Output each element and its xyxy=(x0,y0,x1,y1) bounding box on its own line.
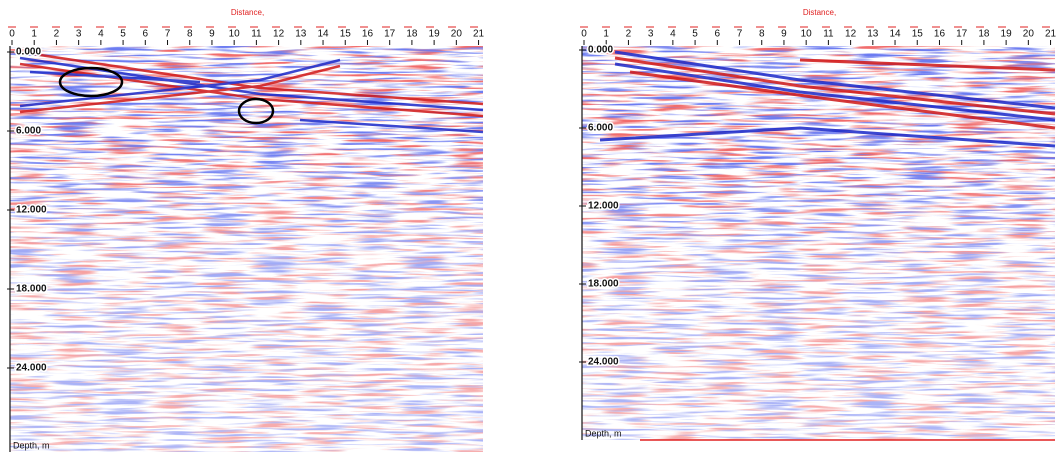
y-tick-label: 12.000 xyxy=(588,201,619,212)
screenshot: Distance,0123456789101112131415161718192… xyxy=(0,0,1057,454)
x-tick-label: 15 xyxy=(340,29,352,40)
x-tick-label: 7 xyxy=(737,29,743,40)
x-tick-label: 10 xyxy=(801,29,813,40)
x-tick-label: 6 xyxy=(715,29,721,40)
x-tick-label: 9 xyxy=(209,29,215,40)
x-tick-label: 20 xyxy=(1023,29,1035,40)
x-tick-label: 2 xyxy=(626,29,632,40)
x-tick-label: 7 xyxy=(165,29,171,40)
x-tick-label: 12 xyxy=(845,29,857,40)
x-tick-label: 16 xyxy=(362,29,374,40)
x-tick-label: 17 xyxy=(956,29,968,40)
y-tick-label: 6.000 xyxy=(16,126,41,137)
x-tick-label: 14 xyxy=(889,29,901,40)
x-tick-label: 5 xyxy=(692,29,698,40)
x-axis-title: Distance, xyxy=(803,8,836,17)
x-tick-label: 17 xyxy=(384,29,396,40)
x-tick-label: 11 xyxy=(251,29,262,40)
x-tick-label: 13 xyxy=(867,29,879,40)
y-tick-label: 24.000 xyxy=(16,363,47,374)
y-tick-label: 12.000 xyxy=(16,205,47,216)
x-tick-label: 18 xyxy=(978,29,990,40)
x-tick-label: 0 xyxy=(581,29,587,40)
x-tick-label: 9 xyxy=(781,29,787,40)
radargram-image xyxy=(10,46,483,452)
x-tick-label: 10 xyxy=(229,29,241,40)
x-tick-label: 4 xyxy=(670,29,676,40)
x-tick-label: 5 xyxy=(120,29,126,40)
x-tick-label: 14 xyxy=(317,29,329,40)
x-tick-label: 6 xyxy=(143,29,149,40)
x-tick-label: 21 xyxy=(473,29,485,40)
y-tick-label: 24.000 xyxy=(588,357,619,368)
radargram-image xyxy=(582,46,1055,440)
x-tick-label: 19 xyxy=(1001,29,1013,40)
x-tick-label: 3 xyxy=(76,29,82,40)
y-tick-label: 0.000 xyxy=(16,47,41,58)
y-axis-title: Depth, m xyxy=(585,428,622,438)
x-tick-label: 8 xyxy=(187,29,193,40)
x-tick-label: 20 xyxy=(451,29,463,40)
y-tick-label: 0.000 xyxy=(588,45,613,56)
x-tick-label: 18 xyxy=(406,29,418,40)
x-axis-title: Distance, xyxy=(231,8,264,17)
y-axis-title: Depth, m xyxy=(13,440,50,450)
x-tick-label: 21 xyxy=(1045,29,1057,40)
x-tick-label: 11 xyxy=(823,29,834,40)
x-tick-label: 1 xyxy=(603,29,609,40)
y-tick-label: 6.000 xyxy=(588,123,613,134)
y-tick-label: 18.000 xyxy=(588,279,619,290)
x-tick-label: 8 xyxy=(759,29,765,40)
x-tick-label: 16 xyxy=(934,29,946,40)
x-tick-label: 0 xyxy=(9,29,15,40)
x-tick-label: 1 xyxy=(31,29,37,40)
x-tick-label: 19 xyxy=(429,29,441,40)
x-tick-label: 3 xyxy=(648,29,654,40)
x-tick-label: 13 xyxy=(295,29,307,40)
x-tick-label: 4 xyxy=(98,29,104,40)
x-tick-label: 2 xyxy=(54,29,60,40)
x-tick-label: 15 xyxy=(912,29,924,40)
y-tick-label: 18.000 xyxy=(16,284,47,295)
x-tick-label: 12 xyxy=(273,29,285,40)
